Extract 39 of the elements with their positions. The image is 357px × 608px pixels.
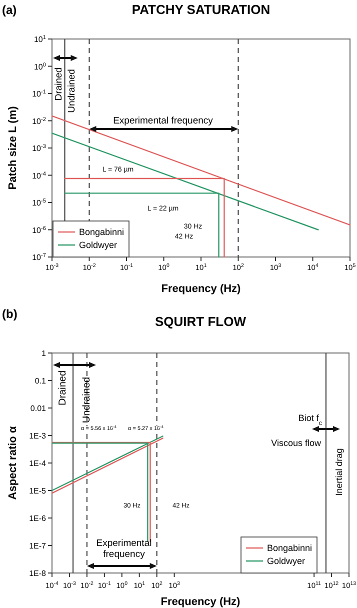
x-axis-title: Frequency (Hz) [160, 596, 241, 608]
y-tick-label: 10$^{-1}$ [32, 90, 46, 98]
annotation: Viscous flow [271, 438, 322, 448]
annotation: Drained [58, 370, 68, 406]
y-tick-label: 10$^{-2}$ [32, 116, 46, 126]
legend-label: Goldwyer [267, 556, 306, 566]
annotation: Experimental frequency [113, 115, 214, 126]
text: (b) [2, 307, 18, 321]
annotation: Biot f$_{c}$ [298, 413, 322, 427]
y-tick-label: 0.01 [30, 404, 47, 413]
annotation: Undrained [66, 69, 78, 113]
y-tick-label: 1E-8 [29, 569, 47, 578]
y-tick-label: 10$^{-6}$ [32, 226, 46, 235]
y-tick-label: 0.1 [34, 376, 47, 386]
y-tick-label: 10$^{-5}$ [32, 198, 46, 208]
y-axis-title: Aspect ratio α [7, 426, 19, 500]
y-tick-label: 1E-6 [29, 514, 47, 523]
y-tick-label: 10$^{1}$ [34, 35, 46, 44]
legend-label: Goldwyer [79, 240, 118, 250]
y-tick-label: 1 [42, 349, 47, 358]
y-axis-title: Patch size L (m) [7, 106, 19, 190]
y-tick-label: 1E-3 [29, 432, 47, 440]
y-tick-label: 1E-5 [29, 486, 47, 496]
y-tick-label: 10$^{0}$ [34, 62, 46, 72]
annotation: Undrained [82, 376, 92, 424]
y-tick-label: 10$^{-7}$ [32, 253, 46, 262]
y-tick-label: 10$^{-4}$ [32, 171, 46, 180]
y-tick-label: 10$^{-3}$ [32, 144, 46, 153]
chart-title: PATCHY SATURATION [132, 2, 270, 17]
y-tick-label: 1E-7 [29, 542, 47, 550]
x-axis-title: Frequency (Hz) [161, 283, 242, 295]
annotation: Drained [53, 67, 64, 101]
text: (a) [2, 3, 17, 17]
y-tick-label: 1E-4 [29, 459, 47, 468]
annotation: Experimental frequency [96, 538, 152, 560]
chart-title: SQUIRT FLOW [155, 314, 247, 329]
legend-label: Bongabinni [267, 543, 312, 553]
legend-label: Bongabinni [79, 227, 124, 237]
annotation: Inertial drag [334, 448, 344, 496]
